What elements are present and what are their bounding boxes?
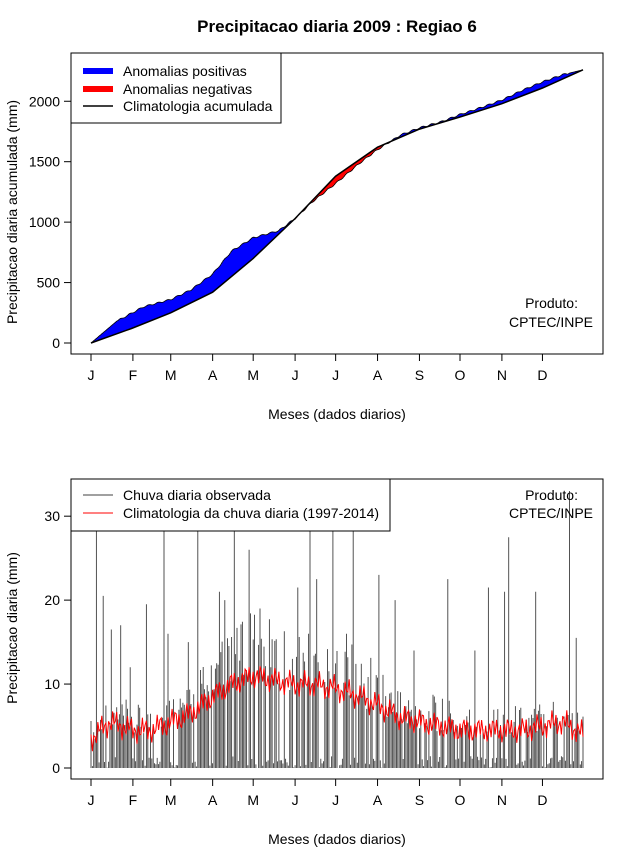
x-tick-label: M — [247, 792, 259, 808]
credit-top-line2: CPTEC/INPE — [509, 314, 593, 330]
legend-label-positive: Anomalias positivas — [123, 63, 247, 79]
x-tick-label: N — [497, 367, 507, 383]
legend-box-bottom — [70, 478, 391, 532]
x-tick-label: A — [208, 792, 218, 808]
legend-top: Anomalias positivas Anomalias negativas … — [70, 52, 282, 124]
y-axis-bottom: 0 10 20 30 — [44, 508, 72, 776]
y-axis-label-bottom: Precipitacao diaria (mm) — [4, 552, 20, 704]
y-tick-label: 30 — [44, 508, 60, 524]
x-tick-label: O — [455, 367, 466, 383]
cumulative-anomaly-area — [90, 69, 584, 344]
y-tick-label: 10 — [44, 676, 60, 692]
x-tick-label: S — [415, 367, 424, 383]
positive-anomaly-area — [91, 70, 583, 343]
y-tick-label: 0 — [52, 760, 60, 776]
x-axis-label-top: Meses (dados diarios) — [268, 406, 406, 422]
x-tick-label: N — [497, 792, 507, 808]
x-tick-label: A — [373, 367, 383, 383]
credit-bottom-line2: CPTEC/INPE — [509, 505, 593, 521]
y-tick-label: 1000 — [29, 214, 60, 230]
y-tick-label: 20 — [44, 592, 60, 608]
legend-label-observed: Chuva diaria observada — [123, 487, 271, 503]
credit-top-line1: Produto: — [525, 295, 578, 311]
y-tick-label: 1500 — [29, 154, 60, 170]
x-tick-label: F — [129, 367, 138, 383]
daily-chart: 0 10 20 30 J F M A M J J A S O N D Meses (dados diario… — [4, 478, 604, 847]
x-tick-label: J — [332, 792, 339, 808]
legend-label-clim-daily: Climatologia da chuva diaria (1997-2014) — [123, 505, 379, 521]
x-tick-label: A — [208, 367, 218, 383]
x-axis-label-bottom: Meses (dados diarios) — [268, 831, 406, 847]
cumulative-chart: 0 500 1000 1500 2000 J F M A M J J A S O N D Meses (dad… — [4, 52, 604, 422]
x-tick-label: F — [129, 792, 138, 808]
legend-bottom: Chuva diaria observada Climatologia da c… — [70, 478, 391, 532]
x-tick-label: M — [165, 792, 177, 808]
legend-label-climatology: Climatologia acumulada — [123, 98, 273, 114]
x-tick-label: J — [88, 367, 95, 383]
y-axis-label-top: Precipitacao diaria acumulada (mm) — [4, 100, 20, 324]
y-axis-top: 0 500 1000 1500 2000 — [29, 93, 72, 351]
observed-daily-bars — [90, 491, 584, 768]
y-tick-label: 500 — [37, 275, 61, 291]
observed-rain-bars — [90, 491, 584, 768]
legend-label-negative: Anomalias negativas — [123, 81, 252, 97]
x-tick-label: D — [537, 367, 547, 383]
figure-title: Precipitacao diaria 2009 : Regiao 6 — [197, 17, 477, 36]
observed-cumulative-line — [90, 69, 584, 344]
y-tick-label: 2000 — [29, 93, 60, 109]
x-tick-label: M — [165, 367, 177, 383]
climatology-daily-line — [90, 665, 584, 752]
x-tick-label: M — [247, 367, 259, 383]
x-tick-label: J — [292, 367, 299, 383]
credit-bottom-line1: Produto: — [525, 487, 578, 503]
x-tick-label: J — [332, 367, 339, 383]
negative-anomaly-area — [292, 141, 391, 220]
x-tick-label: A — [373, 792, 383, 808]
y-tick-label: 0 — [52, 335, 60, 351]
x-tick-label: S — [415, 792, 424, 808]
x-tick-label: O — [455, 792, 466, 808]
x-tick-label: J — [88, 792, 95, 808]
x-tick-label: J — [292, 792, 299, 808]
x-tick-label: D — [537, 792, 547, 808]
climatology-cumulative-line — [90, 69, 584, 344]
